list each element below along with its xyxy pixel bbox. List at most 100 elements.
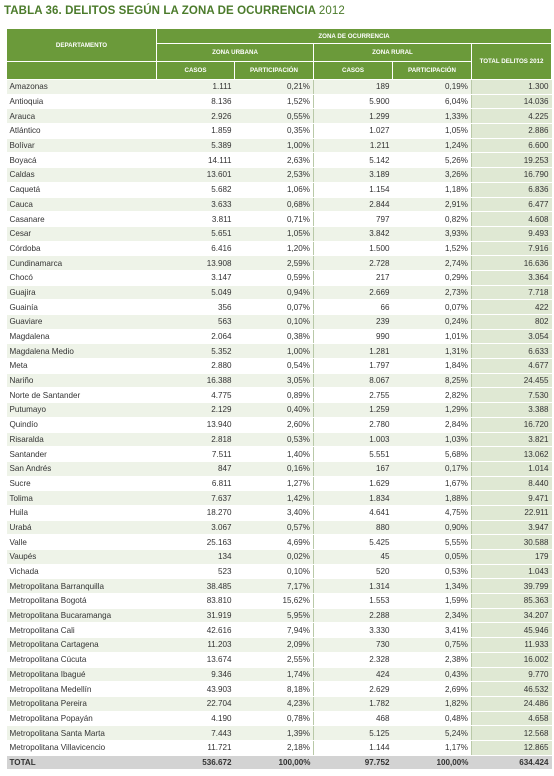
casos-rural-cell: 1.003 [313,432,393,448]
total-delitos-cell: 2.886 [471,123,552,139]
participacion-rural-cell: 2,73% [392,285,472,301]
casos-urbana-cell: 847 [156,461,235,477]
participacion-rural-cell: 0,19% [392,79,472,95]
casos-urbana-cell: 2.064 [156,329,235,345]
casos-urbana-cell: 4.190 [156,711,235,727]
participacion-urbana-cell: 5,95% [234,608,314,624]
participacion-rural-cell: 0,17% [392,461,472,477]
departamento-cell: Metropolitana Villavicencio [6,740,157,756]
participacion-rural-cell: 1,03% [392,432,472,448]
casos-urbana-cell: 5.352 [156,343,235,360]
casos-urbana-cell: 18.270 [156,505,235,521]
casos-urbana-cell: 5.389 [156,138,235,154]
departamento-cell: Quindío [6,417,157,433]
departamento-cell: Risaralda [6,432,157,448]
participacion-rural-cell: 0,90% [392,520,472,536]
participacion-urbana-cell: 3,05% [234,373,314,389]
participacion-urbana-cell: 4,23% [234,696,314,712]
casos-rural-cell: 1.629 [313,476,393,492]
participacion-rural-cell: 0,75% [392,637,472,653]
casos-rural-cell: 520 [313,564,393,580]
participacion-urbana-cell: 2,09% [234,637,314,653]
casos-rural-cell: 2.728 [313,255,393,271]
table-row: Boyacá 14.111 2,63% 5.142 5,26% 19.253 [6,152,552,169]
casos-rural-cell: 2.755 [313,387,393,404]
departamento-cell: Huila [6,505,157,521]
casos-urbana-cell: 8.136 [156,94,235,110]
total-delitos-cell: 3.947 [471,520,552,536]
departamento-cell: Metropolitana Cali [6,622,157,639]
participacion-rural-cell: 1,52% [392,241,472,257]
header-participacion-urbana: PARTICIPACIÓN [234,61,314,80]
total-delitos-cell: 7.916 [471,241,552,257]
casos-urbana-cell: 134 [156,549,235,565]
table-row: Antioquia 8.136 1,52% 5.900 6,04% 14.036 [6,94,552,110]
participacion-rural-cell: 0,29% [392,270,472,286]
total-participacion-urbana: 100,00% [234,754,314,771]
total-delitos-cell: 3.054 [471,329,552,345]
casos-urbana-cell: 2.129 [156,402,235,418]
table-row: Metropolitana Villavicencio 11.721 2,18% 1.… [6,740,552,756]
table-title-text: DELITOS SEGÚN LA ZONA DE OCURRENCIA [65,5,316,17]
participacion-urbana-cell: 8,18% [234,681,314,697]
departamento-cell: Vichada [6,564,157,580]
participacion-urbana-cell: 1,27% [234,476,314,492]
casos-rural-cell: 1.553 [313,593,393,609]
participacion-urbana-cell: 1,00% [234,138,314,154]
participacion-rural-cell: 3,26% [392,167,472,183]
casos-rural-cell: 189 [313,79,393,95]
casos-urbana-cell: 563 [156,314,235,330]
total-delitos-cell: 8.440 [471,476,552,492]
casos-urbana-cell: 13.601 [156,167,235,183]
departamento-cell: Metropolitana Cartagena [6,637,157,653]
total-delitos-cell: 46.532 [471,681,552,697]
casos-urbana-cell: 22.704 [156,696,235,712]
total-delitos-cell: 14.036 [471,94,552,110]
departamento-cell: Tolima [6,490,157,506]
total-delitos-cell: 9.770 [471,667,552,683]
departamento-cell: Metropolitana Barranquilla [6,578,157,595]
participacion-rural-cell: 1,34% [392,578,472,595]
total-delitos-cell: 3.821 [471,432,552,448]
table-row: Casanare 3.811 0,71% 797 0,82% 4.608 [6,211,552,227]
departamento-cell: Metropolitana Bucaramanga [6,608,157,624]
table-row: Metropolitana Pereira 22.704 4,23% 1.782 1,8… [6,696,552,712]
participacion-urbana-cell: 2,60% [234,417,314,433]
header-participacion-rural: PARTICIPACIÓN [392,61,472,80]
casos-urbana-cell: 13.940 [156,417,235,433]
participacion-rural-cell: 1,33% [392,108,472,125]
casos-urbana-cell: 3.067 [156,520,235,536]
participacion-rural-cell: 0,43% [392,667,472,683]
participacion-rural-cell: 3,41% [392,622,472,639]
table-row: Metropolitana Bucaramanga 31.919 5,95% 2.28… [6,608,552,624]
casos-rural-cell: 1.500 [313,241,393,257]
participacion-rural-cell: 1,84% [392,358,472,374]
table-row: Magdalena 2.064 0,38% 990 1,01% 3.054 [6,329,552,345]
casos-rural-cell: 2.328 [313,652,393,668]
departamento-cell: Norte de Santander [6,387,157,404]
participacion-urbana-cell: 0,54% [234,358,314,374]
total-delitos-cell: 7.718 [471,285,552,301]
table-row: Guainía 356 0,07% 66 0,07% 422 [6,299,552,315]
casos-urbana-cell: 2.880 [156,358,235,374]
total-delitos-cell: 34.207 [471,608,552,624]
header-casos-rural: CASOS [313,61,393,80]
total-delitos-cell: 6.477 [471,197,552,213]
total-casos-urbana: 536.672 [156,754,235,771]
participacion-urbana-cell: 0,68% [234,197,314,213]
table-row: Valle 25.163 4,69% 5.425 5,55% 30.588 [6,534,552,550]
departamento-cell: Metropolitana Popayán [6,711,157,727]
departamento-cell: Cesar [6,226,157,242]
participacion-rural-cell: 5,55% [392,534,472,550]
casos-rural-cell: 45 [313,549,393,565]
casos-urbana-cell: 43.903 [156,681,235,697]
participacion-rural-cell: 0,48% [392,711,472,727]
casos-urbana-cell: 1.111 [156,79,235,95]
casos-rural-cell: 5.551 [313,446,393,462]
casos-urbana-cell: 6.416 [156,241,235,257]
participacion-urbana-cell: 2,18% [234,740,314,756]
participacion-urbana-cell: 0,21% [234,79,314,95]
casos-rural-cell: 424 [313,667,393,683]
total-label: TOTAL [6,754,157,771]
casos-urbana-cell: 5.682 [156,182,235,198]
